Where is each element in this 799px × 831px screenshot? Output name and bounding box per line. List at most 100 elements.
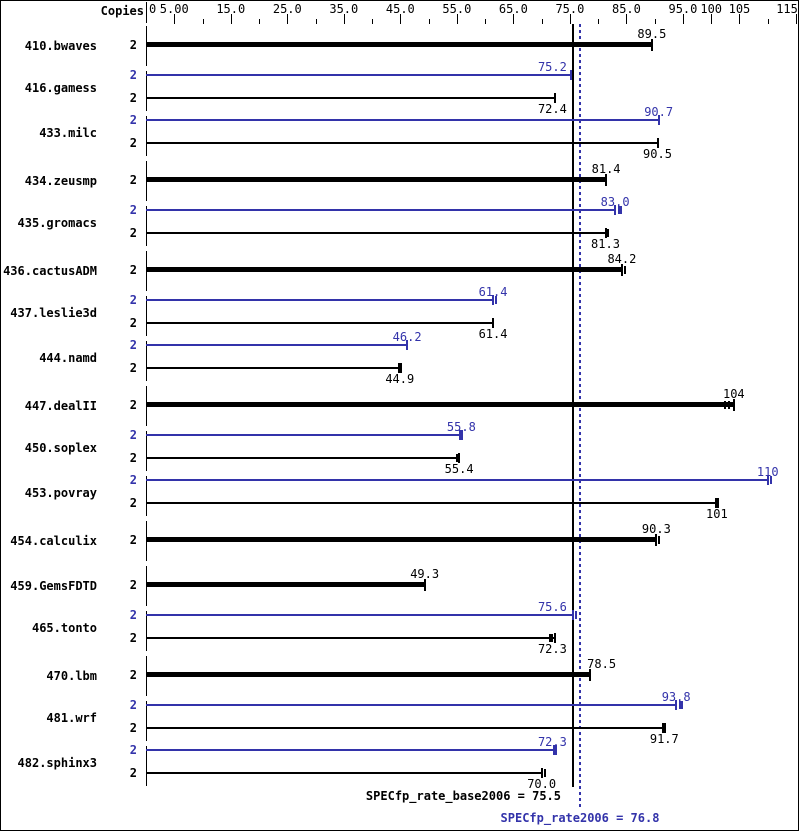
base-bar — [146, 322, 494, 324]
axis-tick — [513, 14, 514, 24]
bar-end-cap — [588, 669, 591, 681]
base-bar — [146, 42, 652, 47]
peak-bar — [146, 119, 659, 121]
bar-value-label: 78.5 — [587, 657, 617, 671]
peak-bar — [146, 704, 677, 706]
benchmark-name: 434.zeusmp — [24, 174, 97, 188]
bar-end-cap — [614, 205, 617, 215]
benchmark-name: 447.dealII — [24, 399, 97, 413]
copies-value: 2 — [129, 668, 137, 682]
copies-value: 2 — [129, 91, 137, 105]
axis-tick — [203, 19, 204, 24]
base-bar — [146, 772, 542, 774]
bar-value-label: 75.2 — [537, 60, 567, 74]
base-bar — [146, 402, 734, 407]
base-bar — [146, 727, 665, 729]
bar-end-cap — [406, 340, 409, 350]
bar-end-cap — [397, 363, 402, 373]
copies-value: 2 — [129, 428, 137, 442]
bar-value-label: 101 — [706, 507, 728, 521]
run-tick — [681, 701, 684, 709]
bar-value-label: 90.3 — [641, 522, 671, 536]
peak-bar — [146, 434, 462, 436]
bar-value-label: 84.2 — [607, 252, 637, 266]
axis-tick-label: 5.00 — [159, 2, 189, 16]
base-bar — [146, 672, 590, 677]
y-axis-segment — [146, 431, 147, 471]
bar-end-cap — [423, 579, 426, 591]
base-mean-label: SPECfp_rate_base2006 = 75.5 — [365, 789, 561, 803]
copies-value: 2 — [129, 203, 137, 217]
bar-end-cap — [540, 768, 543, 778]
benchmark-name: 481.wrf — [46, 711, 97, 725]
axis-tick — [796, 14, 797, 24]
bar-end-cap — [552, 745, 557, 755]
copies-value: 2 — [129, 398, 137, 412]
copies-value: 2 — [129, 608, 137, 622]
run-tick — [617, 206, 620, 214]
peak-mean-line — [579, 24, 581, 809]
copies-value: 2 — [129, 631, 137, 645]
copies-value: 2 — [129, 361, 137, 375]
benchmark-name: 470.lbm — [46, 669, 97, 683]
axis-tick-label: 45.0 — [385, 2, 415, 16]
bar-value-label: 75.6 — [537, 600, 567, 614]
bar-end-cap — [650, 39, 653, 51]
benchmark-name: 450.soplex — [24, 441, 97, 455]
run-tick — [607, 229, 610, 237]
base-bar — [146, 502, 717, 504]
copies-value: 2 — [129, 766, 137, 780]
axis-tick-label: 75.0 — [555, 2, 585, 16]
copies-value: 2 — [129, 451, 137, 465]
bar-end-cap — [492, 318, 495, 328]
run-tick — [728, 401, 731, 409]
y-axis-segment — [146, 476, 147, 516]
axis-tick — [598, 19, 599, 24]
axis-tick-label: 55.0 — [442, 2, 472, 16]
copies-value: 2 — [129, 136, 137, 150]
y-axis-segment — [146, 341, 147, 381]
axis-tick — [457, 14, 458, 24]
run-tick — [678, 701, 681, 709]
copies-value: 2 — [129, 578, 137, 592]
benchmark-name: 459.GemsFDTD — [10, 579, 97, 593]
axis-tick — [655, 19, 656, 24]
bar-value-label: 72.4 — [537, 102, 567, 116]
axis-tick-label: 95.0 — [668, 2, 698, 16]
axis-tick — [344, 14, 345, 24]
bar-end-cap — [675, 700, 678, 710]
axis-tick — [711, 14, 712, 24]
bar-value-label: 49.3 — [410, 567, 440, 581]
copies-value: 2 — [129, 698, 137, 712]
benchmark-name: 416.gamess — [24, 81, 97, 95]
axis-tick-label: 100 — [700, 2, 723, 16]
axis-tick — [372, 19, 373, 24]
axis-tick-label: 105 — [728, 2, 751, 16]
run-tick — [574, 611, 577, 619]
run-tick — [494, 296, 497, 304]
axis-tick-label: 85.0 — [611, 2, 641, 16]
bar-end-cap — [656, 138, 659, 148]
bar-end-cap — [732, 399, 735, 411]
bar-value-label: 110 — [756, 465, 779, 479]
run-tick — [551, 634, 554, 642]
base-bar — [146, 97, 556, 99]
bar-value-label: 72.3 — [537, 642, 567, 656]
bar-value-label: 72.3 — [537, 735, 567, 749]
bar-end-cap — [604, 228, 607, 238]
benchmark-name: 435.gromacs — [17, 216, 97, 230]
copies-value: 2 — [129, 496, 137, 510]
bar-value-label: 55.4 — [444, 462, 474, 476]
axis-tick — [570, 14, 571, 24]
copies-value: 2 — [129, 338, 137, 352]
bar-value-label: 81.3 — [591, 237, 620, 251]
benchmark-name: 433.milc — [39, 126, 97, 140]
bar-end-cap — [662, 723, 667, 733]
axis-tick — [542, 19, 543, 24]
bar-value-label: 104 — [722, 387, 745, 401]
copies-value: 2 — [129, 173, 137, 187]
base-bar — [146, 232, 606, 234]
bar-end-cap — [714, 498, 719, 508]
benchmark-name: 454.calculix — [10, 534, 97, 548]
